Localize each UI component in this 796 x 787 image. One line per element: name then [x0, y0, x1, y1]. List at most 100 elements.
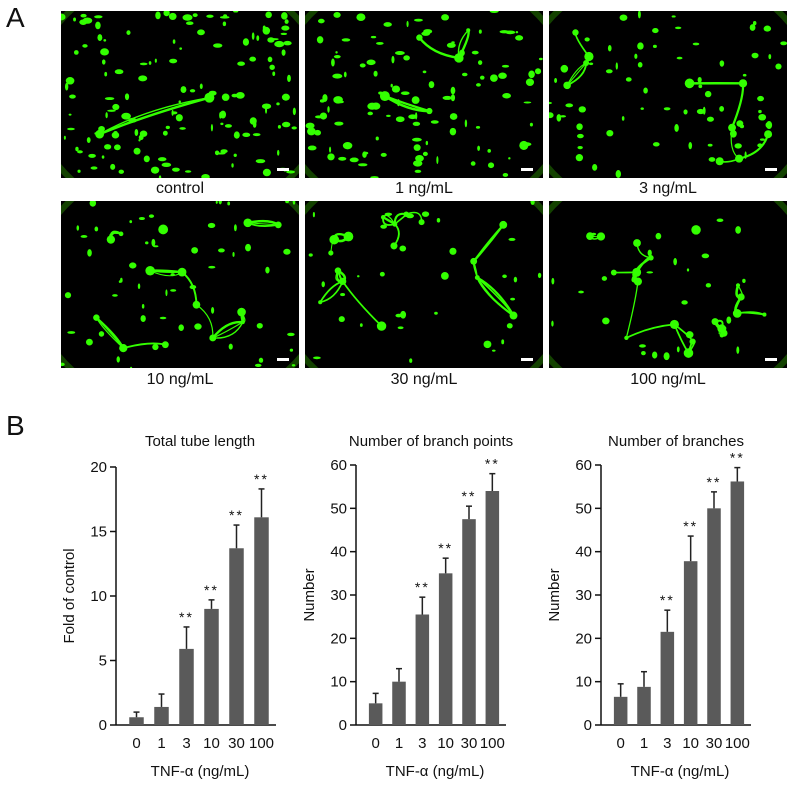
- cell-cluster: [359, 63, 366, 68]
- branch-node: [719, 333, 724, 338]
- cell-cluster: [130, 366, 133, 368]
- cell-cluster: [63, 135, 66, 140]
- cell-cluster: [523, 101, 532, 104]
- cell-cluster: [763, 25, 772, 32]
- cell-cluster: [640, 107, 644, 110]
- cell-cluster: [272, 71, 276, 76]
- cell-cluster: [308, 253, 313, 257]
- cell-cluster: [138, 75, 148, 82]
- branch-node: [440, 271, 449, 280]
- cell-cluster: [283, 248, 291, 255]
- cell-cluster: [97, 34, 103, 42]
- cell-cluster: [441, 14, 450, 21]
- cell-cluster: [87, 249, 92, 257]
- branch-node: [738, 79, 748, 88]
- cell-cluster: [341, 38, 351, 42]
- cell-cluster: [375, 136, 379, 141]
- cell-cluster: [219, 111, 222, 119]
- cell-cluster: [265, 11, 272, 19]
- cell-cluster: [289, 348, 294, 352]
- cell-cluster: [606, 129, 614, 137]
- cell-cluster: [335, 51, 338, 54]
- cell-cluster: [178, 324, 184, 331]
- cell-cluster: [780, 41, 787, 46]
- cell-cluster: [163, 11, 170, 17]
- cell-cluster: [371, 102, 381, 110]
- cell-cluster: [161, 162, 172, 168]
- significance-marker: **: [438, 540, 453, 556]
- cell-cluster: [281, 25, 290, 31]
- cell-cluster: [276, 102, 280, 106]
- chart-3: Number of branches0102030405060NumberTNF…: [546, 433, 751, 780]
- y-tick-label: 50: [330, 500, 347, 517]
- cell-cluster: [258, 357, 264, 363]
- cell-cluster: [652, 28, 659, 34]
- branch-node: [145, 265, 155, 276]
- cell-cluster: [61, 13, 66, 21]
- branch-node: [633, 277, 642, 286]
- cell-cluster: [61, 362, 65, 367]
- cell-cluster: [637, 42, 644, 50]
- cell-cluster: [143, 155, 150, 163]
- cell-cluster: [69, 94, 76, 99]
- y-tick-label: 15: [90, 524, 107, 541]
- branch-node: [715, 157, 724, 166]
- cell-cluster: [411, 137, 422, 142]
- cell-cluster: [281, 12, 288, 20]
- cell-cluster: [742, 278, 746, 283]
- branch-node: [669, 319, 679, 329]
- cell-cluster: [89, 201, 97, 207]
- cell-cluster: [104, 97, 115, 101]
- branch-node: [343, 231, 354, 242]
- cell-cluster: [758, 109, 762, 114]
- cell-cluster: [577, 145, 583, 150]
- cell-cluster: [233, 153, 237, 157]
- cell-cluster: [286, 170, 296, 174]
- cell-cluster: [592, 163, 598, 171]
- cell-cluster: [154, 58, 157, 63]
- bar: [204, 608, 219, 725]
- cell-cluster: [370, 176, 379, 178]
- bar: [462, 519, 476, 725]
- cell-cluster: [602, 317, 610, 325]
- x-tick-label: 1: [640, 735, 648, 752]
- cell-cluster: [189, 89, 196, 93]
- cell-cluster: [159, 316, 167, 320]
- x-tick-label: 10: [203, 735, 220, 752]
- cell-cluster: [530, 201, 535, 205]
- x-tick-label: 10: [437, 735, 454, 752]
- branch-node: [380, 214, 386, 220]
- cell-cluster: [734, 143, 742, 149]
- cell-cluster: [100, 48, 109, 56]
- cell-cluster: [165, 289, 168, 297]
- cell-cluster: [342, 142, 353, 150]
- branch-node: [119, 343, 128, 353]
- cell-cluster: [252, 133, 261, 137]
- branch-node: [328, 250, 334, 256]
- cell-cluster: [607, 45, 612, 52]
- cell-cluster: [98, 331, 105, 337]
- cell-cluster: [168, 12, 177, 20]
- cell-cluster: [172, 39, 176, 44]
- cell-cluster: [529, 122, 533, 127]
- cell-cluster: [211, 306, 215, 314]
- panel-label-a: A: [6, 2, 25, 33]
- cell-cluster: [333, 96, 343, 104]
- caption-3-ngml: 3 ng/mL: [639, 180, 697, 197]
- cell-cluster: [314, 129, 322, 136]
- cell-cluster: [118, 169, 125, 174]
- branch-node: [118, 231, 124, 237]
- cell-cluster: [421, 211, 430, 217]
- cell-cluster: [549, 101, 553, 105]
- cell-cluster: [222, 21, 227, 27]
- cell-cluster: [152, 245, 159, 248]
- micrograph-10-ngml: [61, 201, 299, 368]
- cell-cluster: [676, 56, 683, 60]
- cell-cluster: [742, 73, 747, 77]
- cell-cluster: [242, 38, 250, 46]
- branch-node: [572, 29, 579, 36]
- scale-bar: [765, 358, 777, 361]
- cell-cluster: [501, 64, 510, 68]
- cell-cluster: [255, 159, 266, 164]
- y-tick-label: 40: [575, 544, 592, 561]
